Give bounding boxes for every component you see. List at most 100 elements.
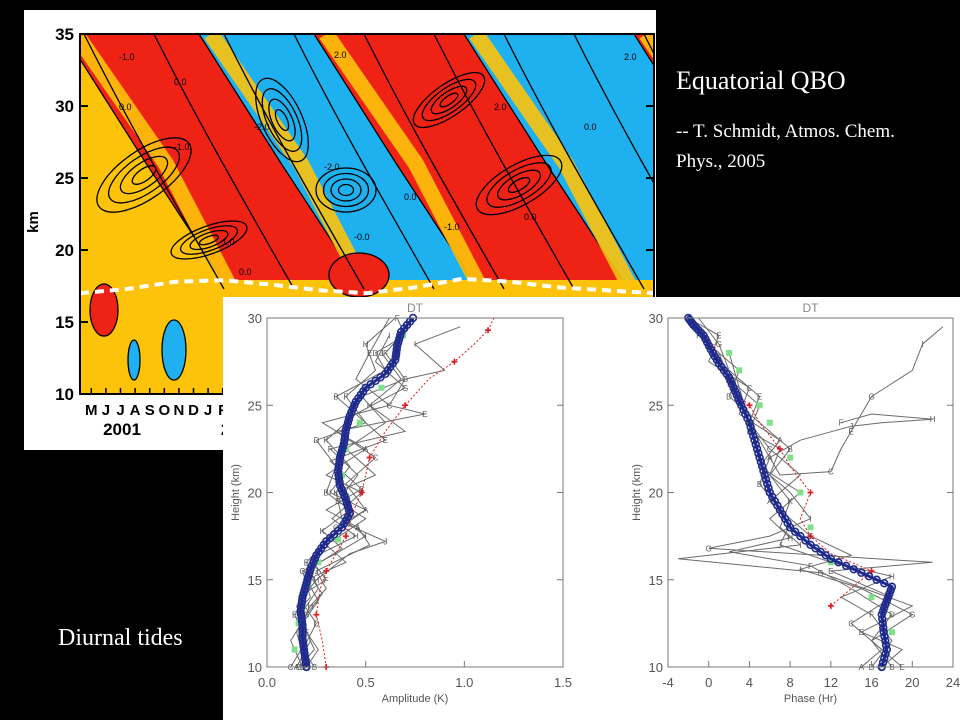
mean-profile-marker: [878, 619, 887, 628]
sonde-marker-letter: E: [828, 567, 833, 576]
sonde-marker-letter: D: [889, 611, 895, 620]
green-profile-marker: [797, 489, 804, 496]
qbo-contour: [573, 34, 654, 185]
y-tick-label: 15: [649, 573, 663, 588]
mean-profile-marker: [841, 561, 851, 570]
mean-profile-marker: [757, 462, 767, 471]
panel-title: DT: [803, 301, 820, 315]
model-profile-marker: [807, 533, 814, 540]
green-profile-marker: [756, 402, 763, 409]
qbo-contour: [170, 220, 248, 260]
mean-profile-marker: [791, 527, 800, 536]
sonde-marker-letter: F: [328, 445, 333, 454]
mean-profile-marker: [752, 444, 762, 454]
sonde-marker-letter: F: [343, 393, 348, 402]
mean-profile-marker: [747, 427, 757, 436]
sonde-marker-letter: G: [909, 611, 915, 620]
mean-profile-marker: [739, 405, 748, 414]
sonde-marker-letter: B: [757, 480, 762, 489]
qbo-y-tick-label: 30: [55, 97, 74, 116]
sonde-profile-line: [296, 317, 406, 668]
qbo-contour: [363, 34, 505, 290]
qbo-contour: [179, 225, 239, 255]
qbo-contour: [83, 34, 225, 290]
green-profile-marker: [807, 524, 814, 531]
y-tick-label: 25: [649, 398, 663, 413]
qbo-contour-label: -2.0: [254, 122, 270, 132]
qbo-contour: [189, 229, 229, 251]
sonde-marker-letter: J: [383, 537, 387, 546]
sonde-marker-letter: I: [414, 340, 416, 349]
x-tick-label: 1.5: [554, 675, 572, 690]
sonde-profile-line: [298, 352, 407, 668]
qbo-contour: [293, 34, 435, 290]
sonde-marker-letter: K: [320, 527, 326, 536]
mean-profile-marker: [761, 475, 771, 484]
mean-profile-marker: [887, 582, 897, 591]
model-profile-line: [713, 344, 873, 607]
sonde-marker-letter: J: [314, 567, 318, 576]
qbo-temperature-anomaly-plot: -1.0 0.0 2.0 0.0 -1.0 2.0 0.0 -2.0 0.0 -1.0 0.0 -2.…: [24, 10, 656, 450]
mean-profile-marker: [763, 479, 772, 488]
sonde-marker-letter: F: [839, 419, 844, 428]
qbo-contour: [439, 92, 459, 108]
mean-profile-marker: [878, 658, 888, 667]
amplitude-profile-chart: DTACEGIKBDFBDFHJACECEGIKBDFDFHJACEGIEGIK…: [230, 301, 572, 705]
mean-profile-marker: [880, 654, 889, 663]
citation-text: -- T. Schmidt, Atmos. Chem. Phys., 2005: [676, 121, 895, 172]
model-profile-marker: [313, 611, 320, 618]
sonde-marker-letter: H: [353, 532, 359, 541]
x-axis-label: Amplitude (K): [382, 693, 449, 705]
mean-profile-marker: [878, 614, 887, 624]
green-profile-marker: [868, 594, 875, 601]
qbo-contour-label: 2.0: [334, 50, 347, 60]
sonde-marker-letter: B: [333, 393, 338, 402]
sonde-marker-letter: B: [787, 445, 792, 454]
qbo-month-label: F: [218, 402, 227, 419]
qbo-contour: [274, 108, 290, 132]
mean-profile-marker: [754, 449, 763, 458]
sonde-marker-letter: B: [324, 489, 329, 498]
qbo-month-label: M: [85, 402, 98, 419]
sonde-marker-letter: D: [313, 436, 319, 445]
model-profile-marker: [342, 533, 349, 540]
sonde-marker-letter: E: [849, 427, 854, 436]
qbo-contour: [108, 146, 180, 204]
x-tick-label: 16: [864, 675, 878, 690]
qbo-contour: [412, 71, 486, 129]
qbo-contour-label: 0.0: [119, 102, 132, 112]
qbo-contour-label: 0.0: [524, 212, 537, 222]
qbo-contour: [503, 34, 645, 290]
sonde-marker-letter: E: [304, 558, 309, 567]
qbo-y-tick-label: 15: [55, 313, 74, 332]
x-tick-label: 0.0: [258, 675, 276, 690]
sonde-marker-letter: D: [335, 497, 341, 506]
sonde-marker-letter: E: [383, 436, 388, 445]
sonde-marker-letter: G: [868, 393, 874, 402]
x-tick-label: 1.0: [455, 675, 473, 690]
green-profile-marker: [726, 349, 733, 356]
qbo-anomaly-blob: [161, 319, 187, 381]
green-profile-marker: [736, 367, 743, 374]
sonde-marker-letter: G: [706, 544, 712, 553]
qbo-y-tick-label: 10: [55, 385, 74, 404]
mean-profile-marker: [849, 565, 858, 574]
green-profile-marker: [291, 646, 298, 653]
y-tick-label: 30: [248, 311, 262, 326]
qbo-contour-label: -0.0: [354, 232, 370, 242]
model-profile-marker: [746, 402, 753, 409]
mean-profile-marker: [756, 457, 766, 467]
qbo-month-label: J: [116, 402, 124, 419]
y-tick-label: 20: [649, 486, 663, 501]
y-axis-label: Height (km): [631, 464, 643, 521]
qbo-transition-zone: [204, 34, 376, 298]
sonde-marker-letter: H: [308, 602, 314, 611]
sonde-marker-letter: H: [313, 576, 319, 585]
qbo-y-tick-label: 35: [55, 25, 74, 44]
sonde-marker-letter: I: [809, 515, 811, 524]
qbo-month-label: O: [158, 402, 170, 419]
qbo-contour: [119, 155, 169, 195]
qbo-contour-label: -1.0: [444, 222, 460, 232]
mean-profile-marker: [879, 623, 888, 632]
green-profile-marker: [356, 419, 363, 426]
